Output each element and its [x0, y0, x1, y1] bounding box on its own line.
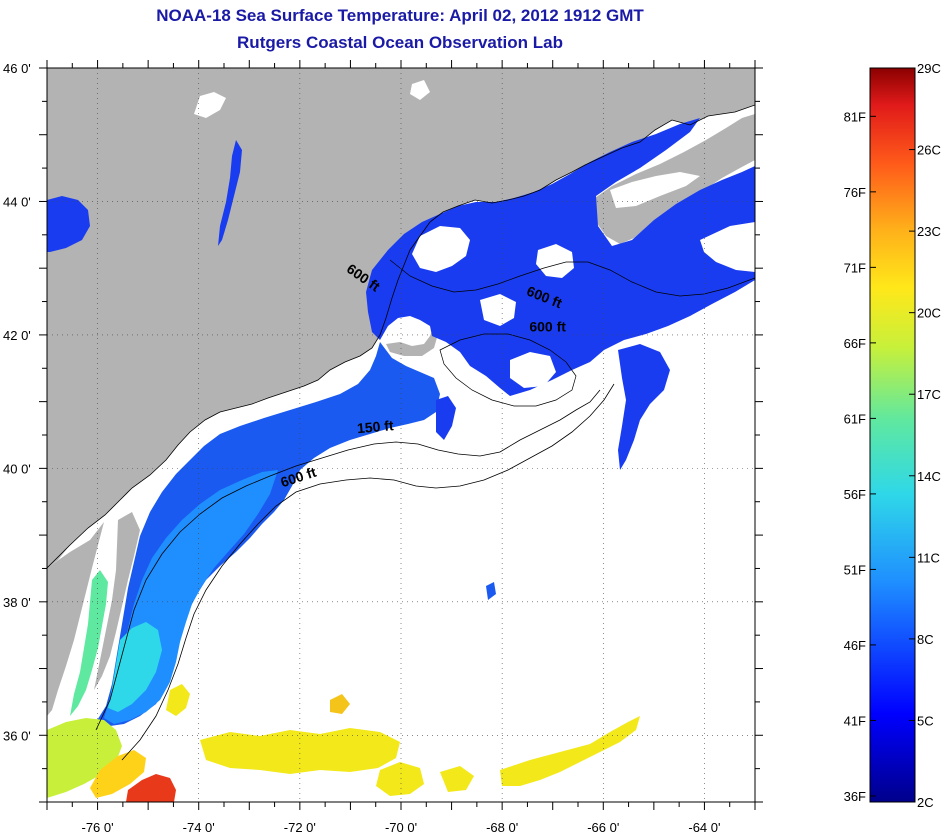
offshore-patch-1 [618, 344, 670, 470]
isobath-georges-bank [439, 333, 577, 407]
colorbar-fahrenheit-label: 51F [844, 562, 866, 577]
isobath-label: 150 ft [356, 417, 394, 436]
cloud-hole-4 [480, 294, 516, 326]
hatteras-warm-water [126, 774, 176, 802]
nearshore-warmer-water [108, 622, 162, 712]
colorbar-celsius-label: 23C [917, 224, 941, 239]
colorbar-celsius-labels: 29C 26C 23C 20C 17C 14C 11C 8C 5C 2C [917, 61, 941, 810]
latitude-label: 42 0' [3, 328, 31, 343]
longitude-label: -76 0' [82, 820, 114, 835]
offshore-patch-2 [436, 396, 456, 440]
longitude-label: -74 0' [183, 820, 215, 835]
mid-atlantic-cold-shelf [96, 342, 440, 726]
colorbar [869, 67, 916, 803]
cloud-hole-6 [510, 352, 556, 388]
lake-ontario [47, 196, 90, 252]
longitude-label: -70 0' [385, 820, 417, 835]
isobath-600ft [121, 383, 615, 761]
gulf-stream-patch-2 [200, 728, 400, 774]
cape-hatteras-yellow [90, 750, 146, 798]
colorbar-celsius-label: 5C [917, 713, 934, 728]
colorbar-fahrenheit-label: 76F [844, 185, 866, 200]
longitude-label: -64 0' [688, 820, 720, 835]
cloud-hole-5 [610, 172, 700, 208]
map-title: NOAA-18 Sea Surface Temperature: April 0… [156, 6, 644, 25]
isobath-label: 600 ft [529, 319, 566, 335]
colorbar-fahrenheit-label: 41F [844, 713, 866, 728]
colorbar-fahrenheit-label: 61F [844, 411, 866, 426]
longitude-labels: -76 0' -74 0' -72 0' -70 0' -68 0' -66 0' -64 … [82, 820, 721, 835]
latitude-label: 44 0' [3, 194, 31, 209]
delmarva-peninsula [47, 522, 104, 716]
coastline [47, 104, 755, 569]
colorbar-fahrenheit-label: 71F [844, 260, 866, 275]
cloud-hole-1 [412, 226, 470, 272]
map-subtitle: Rutgers Coastal Ocean Observation Lab [237, 33, 563, 52]
colorbar-celsius-label: 17C [917, 387, 941, 402]
lake-champlain [218, 140, 242, 246]
gulf-stream-patch-4 [500, 716, 640, 786]
cloud-hole-3 [700, 222, 755, 272]
colorbar-celsius-label: 26C [917, 143, 941, 158]
colorbar-celsius-label: 14C [917, 469, 941, 484]
latitude-label: 46 0' [3, 61, 31, 76]
axis-ticks [39, 60, 763, 810]
colorbar-celsius-label: 2C [917, 795, 934, 810]
latitude-label: 36 0' [3, 728, 31, 743]
colorbar-fahrenheit-label: 36F [844, 789, 866, 804]
cape-cod [386, 326, 438, 356]
gulf-stream-patch-3 [376, 762, 424, 796]
colorbar-fahrenheit-labels: 81F 76F 71F 66F 61F 56F 51F 46F 41F 36F [844, 109, 866, 804]
longitude-label: -68 0' [486, 820, 518, 835]
chesapeake-bay-water [70, 570, 108, 716]
isobath-150ft [95, 389, 601, 731]
white-patch-on-land-1 [194, 92, 226, 118]
latitude-label: 40 0' [3, 461, 31, 476]
gulf-stream-patch-6 [330, 694, 350, 714]
pamlico-sound-water [47, 718, 122, 798]
colorbar-fahrenheit-label: 66F [844, 336, 866, 351]
colorbar-celsius-label: 20C [917, 306, 941, 321]
gulf-stream-patch-5 [440, 766, 474, 792]
map-area [47, 68, 755, 802]
colorbar-fahrenheit-label: 56F [844, 487, 866, 502]
offshore-patch-3 [486, 582, 496, 600]
latitude-label: 38 0' [3, 595, 31, 610]
gulf-stream-patch-1 [166, 684, 190, 716]
isobath-gulf-of-maine [389, 259, 755, 297]
latitude-labels: 46 0' 44 0' 42 0' 40 0' 38 0' 36 0' [3, 61, 31, 743]
virginia-land [94, 512, 140, 690]
colorbar-fahrenheit-label: 46F [844, 638, 866, 653]
us-mainland [47, 68, 755, 568]
cloud-hole-2 [536, 244, 574, 278]
longitude-label: -66 0' [587, 820, 619, 835]
colorbar-celsius-label: 11C [917, 550, 940, 565]
colorbar-fahrenheit-label: 81F [844, 109, 866, 124]
colorbar-ticks [870, 67, 915, 803]
white-patch-on-land-2 [410, 80, 430, 100]
colorbar-celsius-label: 29C [917, 61, 941, 76]
colorbar-celsius-label: 8C [917, 632, 934, 647]
longitude-label: -72 0' [284, 820, 316, 835]
